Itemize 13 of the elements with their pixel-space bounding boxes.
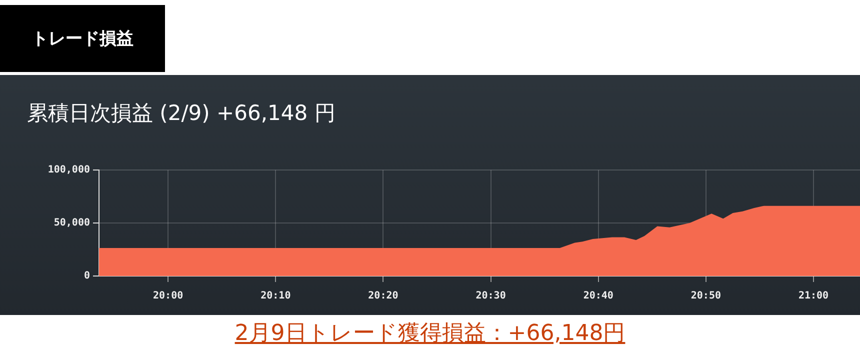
chart-subtitle: 累積日次損益 (2/9) +66,148 円: [27, 100, 336, 127]
x-tick-label: 21:00: [798, 290, 829, 302]
y-tick-label: 100,000: [48, 164, 90, 176]
y-tick-label: 50,000: [54, 218, 90, 229]
chart-title: トレード損益: [0, 5, 165, 72]
x-tick-label: 20:40: [583, 290, 614, 302]
x-tick-label: 20:20: [368, 290, 398, 302]
x-tick-label: 20:50: [690, 290, 721, 302]
x-tick-label: 20:10: [260, 290, 291, 302]
x-tick-label: 20:00: [153, 290, 184, 302]
x-tick-label: 20:30: [476, 290, 506, 302]
text: 2月9日トレード獲得損益：+66,148円: [234, 320, 626, 348]
y-tick-label: 0: [84, 270, 90, 282]
